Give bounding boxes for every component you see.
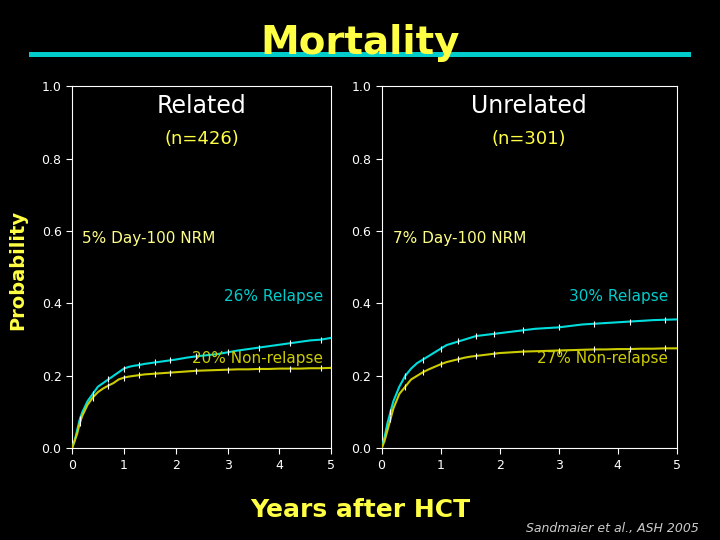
Text: 30% Relapse: 30% Relapse xyxy=(569,289,668,304)
Text: 5% Day-100 NRM: 5% Day-100 NRM xyxy=(82,231,216,246)
Text: Sandmaier et al., ASH 2005: Sandmaier et al., ASH 2005 xyxy=(526,522,698,535)
Text: 26% Relapse: 26% Relapse xyxy=(224,289,323,304)
Text: 7% Day-100 NRM: 7% Day-100 NRM xyxy=(393,231,527,246)
Text: Years after HCT: Years after HCT xyxy=(250,498,470,522)
Text: Unrelated: Unrelated xyxy=(472,93,587,118)
Text: 27% Non-relapse: 27% Non-relapse xyxy=(537,350,668,366)
Text: 20% Non-relapse: 20% Non-relapse xyxy=(192,350,323,366)
Text: (n=426): (n=426) xyxy=(164,130,239,148)
Text: Mortality: Mortality xyxy=(260,24,460,62)
Text: Probability: Probability xyxy=(9,210,27,330)
Text: Related: Related xyxy=(157,93,246,118)
Text: (n=301): (n=301) xyxy=(492,130,567,148)
